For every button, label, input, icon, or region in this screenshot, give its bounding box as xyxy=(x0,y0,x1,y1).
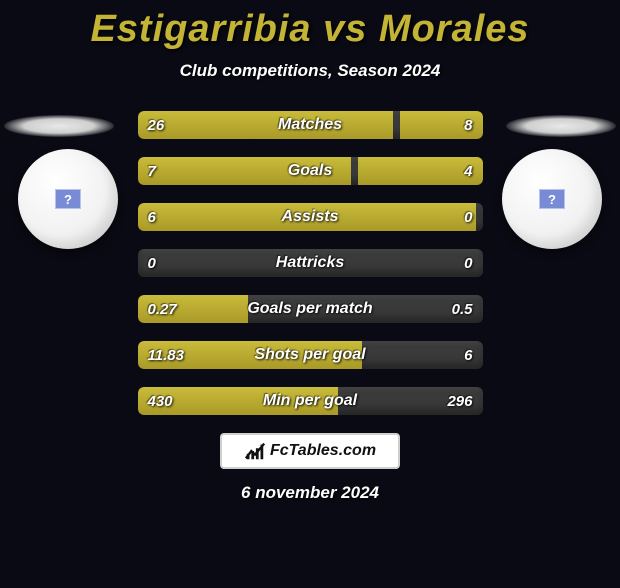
stat-value-right: 6 xyxy=(464,341,472,369)
footer-date: 6 november 2024 xyxy=(0,483,620,503)
comparison-bars: 26 8 Matches 7 4 Goals 6 0 Assists 0 0 Hattricks 0.2… xyxy=(138,111,483,415)
stat-value-right: 0 xyxy=(464,203,472,231)
player-right-placeholder-icon xyxy=(539,189,565,209)
stat-value-left: 0 xyxy=(148,249,156,277)
stat-value-right: 296 xyxy=(447,387,472,415)
stat-value-right: 8 xyxy=(464,111,472,139)
stat-value-left: 26 xyxy=(148,111,165,139)
stat-bar: 0 0 Hattricks xyxy=(138,249,483,277)
stat-value-left: 11.83 xyxy=(148,341,184,369)
player-right-disk xyxy=(502,149,602,249)
stat-bar: 26 8 Matches xyxy=(138,111,483,139)
stat-value-left: 6 xyxy=(148,203,156,231)
stat-label: Min per goal xyxy=(263,387,357,415)
brand-text: FcTables.com xyxy=(270,442,376,460)
player-left-placeholder-icon xyxy=(55,189,81,209)
page-subtitle: Club competitions, Season 2024 xyxy=(0,61,620,81)
stat-bar: 7 4 Goals xyxy=(138,157,483,185)
stat-label: Matches xyxy=(278,111,342,139)
stat-label: Assists xyxy=(282,203,339,231)
brand-chart-icon xyxy=(244,440,266,462)
stat-value-right: 4 xyxy=(464,157,472,185)
stat-bar: 6 0 Assists xyxy=(138,203,483,231)
stat-value-right: 0.5 xyxy=(452,295,473,323)
player-right-shadow xyxy=(506,115,616,137)
stat-value-right: 0 xyxy=(464,249,472,277)
stat-value-left: 430 xyxy=(148,387,173,415)
stat-label: Hattricks xyxy=(276,249,344,277)
stat-bar: 0.27 0.5 Goals per match xyxy=(138,295,483,323)
comparison-stage: 26 8 Matches 7 4 Goals 6 0 Assists 0 0 Hattricks 0.2… xyxy=(0,111,620,415)
stat-value-left: 7 xyxy=(148,157,156,185)
stat-bar-fill-left xyxy=(138,111,393,139)
stat-bar: 430 296 Min per goal xyxy=(138,387,483,415)
stat-label: Goals per match xyxy=(247,295,372,323)
stat-label: Shots per goal xyxy=(254,341,365,369)
brand-badge: FcTables.com xyxy=(220,433,400,469)
stat-bar: 11.83 6 Shots per goal xyxy=(138,341,483,369)
player-left-disk xyxy=(18,149,118,249)
stat-value-left: 0.27 xyxy=(148,295,177,323)
stat-label: Goals xyxy=(288,157,332,185)
player-left-shadow xyxy=(4,115,114,137)
page-title: Estigarribia vs Morales xyxy=(0,8,620,51)
